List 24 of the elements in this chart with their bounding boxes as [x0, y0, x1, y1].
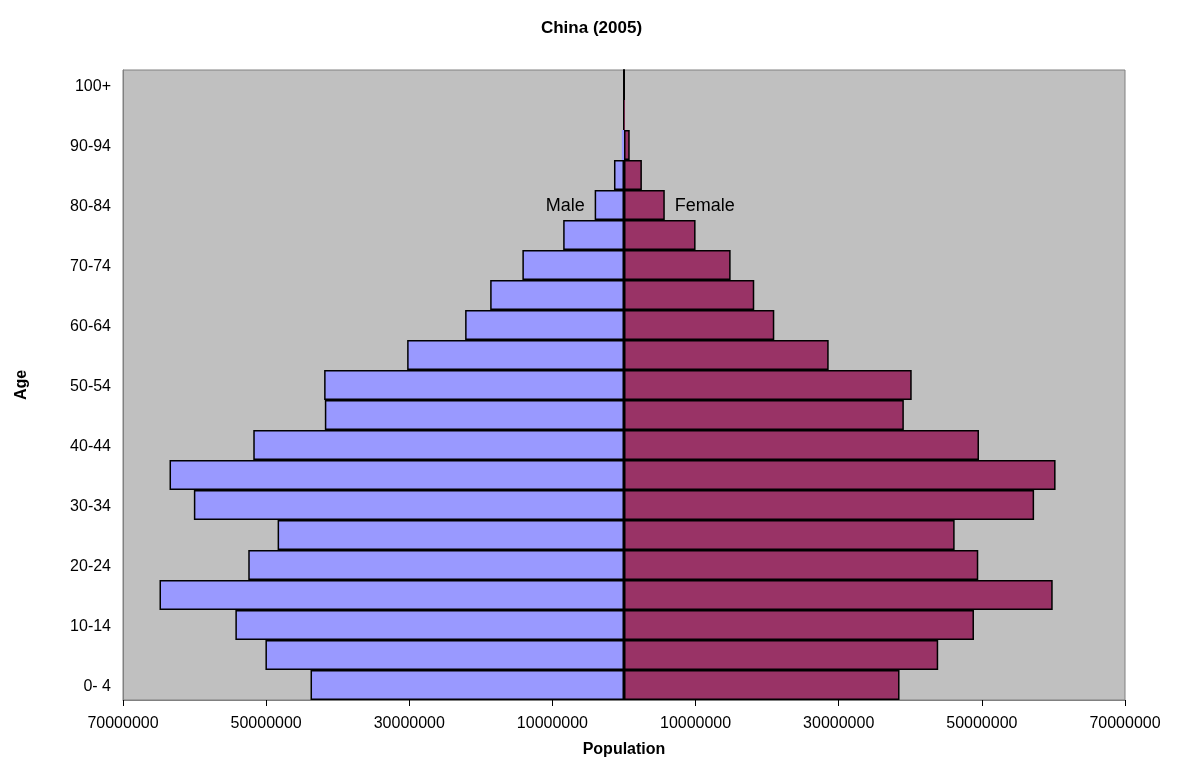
x-tick-label: 70000000	[87, 713, 159, 731]
y-tick-label: 80-84	[70, 196, 112, 214]
x-tick-label: 30000000	[373, 713, 445, 731]
y-tick-label: 30-34	[70, 496, 112, 514]
x-tick-label: 50000000	[946, 713, 1018, 731]
y-tick-label: 100+	[74, 76, 111, 94]
x-tick-label: 50000000	[230, 713, 302, 731]
chart-title: China (2005)	[540, 18, 643, 37]
x-tick-label: 10000000	[516, 713, 589, 731]
y-tick-label: 90-94	[70, 136, 112, 154]
y-tick-label: 0- 4	[83, 676, 112, 694]
y-tick-label: 50-54	[70, 376, 112, 394]
y-tick-label: 70-74	[70, 256, 112, 274]
x-tick-label: 10000000	[659, 713, 732, 731]
x-axis-title: Population	[582, 739, 666, 757]
x-tick-label: 70000000	[1089, 713, 1161, 731]
series-label: Male	[545, 195, 585, 215]
y-axis-title: Age	[11, 369, 29, 401]
y-tick-label: 40-44	[70, 436, 112, 454]
series-label: Female	[674, 195, 735, 215]
y-tick-label: 20-24	[70, 556, 112, 574]
y-tick-label: 60-64	[70, 316, 112, 334]
y-tick-label: 10-14	[70, 616, 112, 634]
x-tick-label: 30000000	[803, 713, 875, 731]
